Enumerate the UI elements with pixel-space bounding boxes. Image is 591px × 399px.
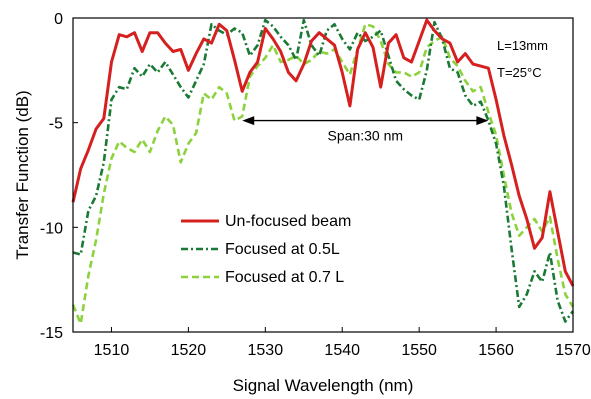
x-tick-label: 1510 [94,342,130,359]
x-axis-title: Signal Wavelength (nm) [233,376,414,395]
span-arrowhead-right [476,116,489,126]
legend: Un-focused beam Focused at 0.5L Focused … [181,213,351,286]
y-tick-label: -5 [49,116,63,133]
span-annotation: Span:30 nm [242,116,489,144]
y-tick-label: 0 [54,11,63,28]
span-label: Span:30 nm [328,128,404,144]
series-layer [71,18,575,325]
x-tick-label: 1530 [248,342,284,359]
x-tick-label: 1570 [555,342,591,359]
x-tick-label: 1540 [324,342,360,359]
y-tick-label: -10 [40,220,63,237]
series-line-1 [72,18,575,323]
y-tick-label: -15 [40,325,63,342]
y-axis-title: Transfer Function (dB) [13,90,32,259]
length-annotation: L=13mm [497,38,548,53]
span-arrowhead-left [242,116,255,126]
series-line-2 [71,22,575,325]
ticks-layer: 1510 1520 1530 1540 1550 1560 1570 0 -5 -10 -15 [40,11,591,359]
legend-label-focused-0.7L: Focused at 0.7 L [225,269,344,286]
x-tick-label: 1550 [401,342,437,359]
plot-frame [72,17,574,333]
x-tick-label: 1520 [171,342,207,359]
x-tick-label: 1560 [478,342,514,359]
legend-label-focused-0.5L: Focused at 0.5L [225,241,340,258]
temperature-annotation: T=25°C [497,65,542,80]
series-line-0 [71,18,575,287]
legend-label-unfocused: Un-focused beam [225,213,351,230]
